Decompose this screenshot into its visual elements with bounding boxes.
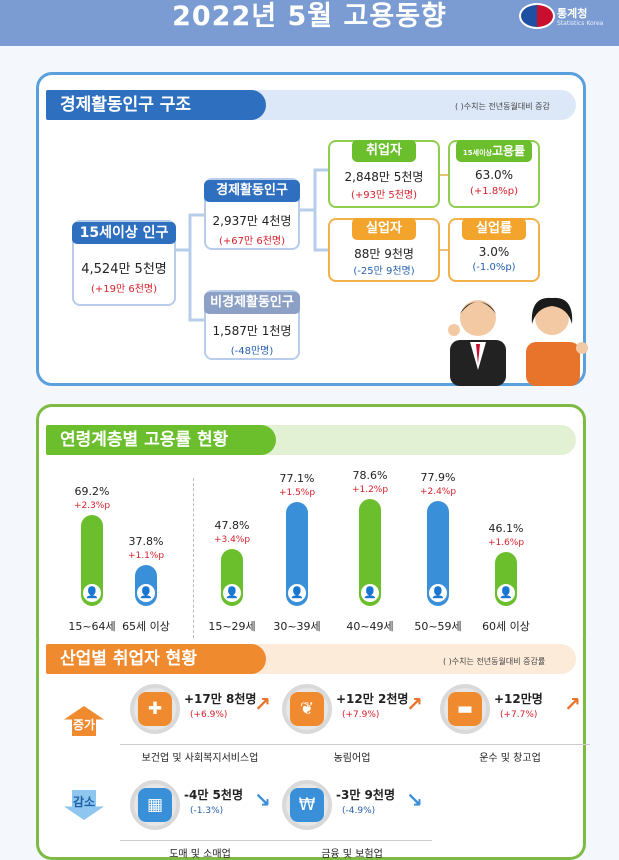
bar-category-label: 60세 이상 <box>482 620 530 633</box>
unemployed-value: 88만 9천명 <box>354 247 414 261</box>
bar-category-label: 65세 이상 <box>122 620 170 633</box>
inactive-label: 비경제활동인구 <box>204 292 300 314</box>
trend-up-arrow-icon: ↗ <box>254 692 271 716</box>
mascot-people-icon <box>448 297 588 386</box>
industry-change: (+6.9%) <box>190 710 228 720</box>
structure-connectors <box>176 168 448 322</box>
bar-change-label: +1.2%p <box>351 485 389 496</box>
pop15-change: (+19만 6천명) <box>90 284 158 295</box>
person-doc-icon: 👤 <box>81 582 103 604</box>
trend-down-arrow-icon: ↘ <box>254 788 271 812</box>
atm-icon: ₩ <box>290 788 324 822</box>
trend-up-arrow-icon: ↗ <box>564 692 581 716</box>
age-bar <box>286 501 308 606</box>
bar-category-label: 15~29세 <box>208 620 256 633</box>
unemp-rate-value: 3.0% <box>478 245 510 259</box>
emp-rate-label: 고용률 <box>491 144 526 158</box>
section-bar-tail <box>220 90 576 120</box>
industry-value: +12만명 <box>494 692 543 706</box>
bar-value-label: 69.2% <box>74 484 110 498</box>
industry-value: -3만 9천명 <box>336 788 395 802</box>
page-header <box>0 0 619 46</box>
pop15-value: 4,524만 5천명 <box>81 262 167 277</box>
employed-label: 취업자 <box>352 140 416 162</box>
industry-name: 보건업 및 사회복지서비스업 <box>120 744 280 764</box>
bar-category-label: 40~49세 <box>346 620 394 633</box>
person-doc-icon: 👤 <box>135 582 157 604</box>
industry-name: 금융 및 보험업 <box>272 840 432 860</box>
bar-change-label: +2.3%p <box>73 500 111 511</box>
industry-note: ( )수치는 전년동월대비 증감률 <box>443 657 546 666</box>
truck-icon: ▬ <box>448 692 482 726</box>
bar-value-label: 78.6% <box>352 469 388 483</box>
structure-note: ( )수치는 전년동월대비 증감 <box>455 102 550 111</box>
bar-change-label: +1.6%p <box>487 537 525 548</box>
person-doc-icon: 👤 <box>427 582 449 604</box>
shopping-basket-icon: ▦ <box>138 788 172 822</box>
group-divider <box>193 478 194 638</box>
org-name: 통계청 <box>557 7 588 20</box>
mascot-illustration <box>440 290 590 386</box>
bar-value-label: 37.8% <box>128 535 164 549</box>
org-subtitle: Statistics Korea <box>557 20 604 27</box>
bar-change-label: +1.5%p <box>278 487 316 498</box>
section-bar-tail <box>240 425 576 455</box>
section-bar-tail <box>230 644 576 674</box>
industry-value: +12만 2천명 <box>336 692 409 706</box>
industry-name: 도매 및 소매업 <box>120 840 280 860</box>
industry-change: (+7.9%) <box>342 710 380 720</box>
unemp-rate-change: (-1.0%p) <box>472 262 516 273</box>
age-section-title: 연령계층별 고용률 현황 <box>46 425 276 455</box>
person-doc-icon: 👤 <box>495 582 517 604</box>
bar-value-label: 47.8% <box>214 519 250 533</box>
bar-value-label: 77.1% <box>279 471 315 485</box>
bar-change-label: +1.1%p <box>127 551 165 562</box>
employed-change: (+93만 5천명) <box>350 190 418 201</box>
emp-rate-label-small: 15세이상 <box>462 149 492 157</box>
active-value: 2,937만 4천명 <box>212 214 292 228</box>
inactive-change: (-48만명) <box>230 346 274 357</box>
bar-change-label: +3.4%p <box>213 535 251 546</box>
person-doc-icon: 👤 <box>221 582 243 604</box>
bar-category-label: 15~64세 <box>68 620 116 633</box>
active-label: 경제활동인구 <box>204 180 300 202</box>
age-bar <box>359 499 381 606</box>
trend-down-arrow-icon: ↘ <box>406 788 423 812</box>
trend-up-arrow-icon: ↗ <box>406 692 423 716</box>
first-aid-kit-icon: ✚ <box>138 692 172 726</box>
active-change: (+67만 6천명) <box>218 236 286 247</box>
emp-rate-header: 15세이상고용률 <box>456 140 532 162</box>
unemployed-change: (-25만 9천명) <box>353 266 415 277</box>
bar-value-label: 46.1% <box>488 521 524 535</box>
industry-name: 농림어업 <box>272 744 432 764</box>
page-title: 2022년 5월 고용동향 <box>172 1 447 32</box>
industry-change: (+7.7%) <box>500 710 538 720</box>
bar-change-label: +2.4%p <box>419 486 457 497</box>
bar-value-label: 77.9% <box>420 470 456 484</box>
age-bar <box>427 500 449 606</box>
industry-change: (-1.3%) <box>190 806 224 816</box>
industry-value: -4만 5천명 <box>184 788 243 802</box>
inactive-value: 1,587만 1천명 <box>212 324 292 338</box>
emp-rate-change: (+1.8%p) <box>470 186 518 197</box>
emp-rate-value: 63.0% <box>474 168 514 182</box>
pop15-label: 15세이상 인구 <box>72 222 176 244</box>
bar-category-label: 50~59세 <box>414 620 462 633</box>
person-doc-icon: 👤 <box>359 582 381 604</box>
unemployed-label: 실업자 <box>352 218 416 240</box>
industry-change: (-4.9%) <box>342 806 376 816</box>
industry-name: 운수 및 창고업 <box>430 744 590 764</box>
unemp-rate-label: 실업률 <box>462 218 526 240</box>
structure-section-title: 경제활동인구 구조 <box>46 90 266 120</box>
employed-value: 2,848만 5천명 <box>344 170 424 184</box>
taegeuk-logo-icon <box>519 3 555 29</box>
industry-value: +17만 8천명 <box>184 692 257 706</box>
wheat-icon: ❦ <box>290 692 324 726</box>
industry-section-title: 산업별 취업자 현황 <box>46 644 266 674</box>
bar-category-label: 30~39세 <box>273 620 321 633</box>
person-doc-icon: 👤 <box>286 582 308 604</box>
